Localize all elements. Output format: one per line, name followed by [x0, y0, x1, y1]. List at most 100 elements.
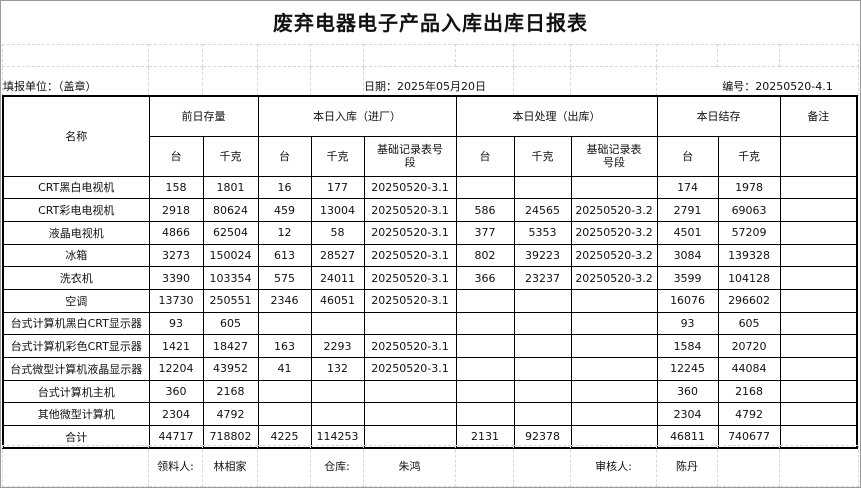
prev-kg[interactable]: 18427: [202, 334, 259, 358]
in-record[interactable]: 20250520-3.1: [363, 357, 457, 381]
in-units[interactable]: 163: [257, 334, 312, 358]
product-name[interactable]: 洗衣机: [2, 266, 150, 290]
remark[interactable]: [779, 334, 858, 358]
out-units[interactable]: 586: [455, 198, 515, 222]
product-name[interactable]: 冰箱: [2, 243, 150, 268]
out-units[interactable]: [455, 379, 515, 404]
cell[interactable]: [2, 43, 149, 67]
in-kg[interactable]: 114253: [310, 425, 365, 449]
out-record[interactable]: 20250520-3.2: [570, 266, 658, 290]
end-units[interactable]: 174: [656, 175, 719, 200]
cell[interactable]: [513, 65, 571, 96]
end-kg[interactable]: 69063: [717, 198, 781, 222]
prev-kg[interactable]: 4792: [202, 402, 259, 427]
in-units[interactable]: [257, 311, 312, 336]
product-name[interactable]: CRT彩电电视机: [2, 198, 150, 222]
warehouse-name[interactable]: 朱鸿: [363, 445, 456, 487]
product-name[interactable]: CRT黑白电视机: [2, 175, 150, 200]
cell[interactable]: [310, 65, 364, 96]
end-kg[interactable]: 44084: [717, 357, 781, 381]
in-record[interactable]: 20250520-3.1: [363, 334, 457, 358]
report-date[interactable]: 日期：2025年05月20日: [363, 65, 514, 96]
remark[interactable]: [779, 311, 858, 336]
prev-units[interactable]: 360: [148, 379, 204, 404]
out-units[interactable]: [455, 288, 515, 313]
cell[interactable]: [363, 43, 456, 67]
product-name[interactable]: 台式微型计算机液晶显示器: [2, 357, 150, 381]
cell[interactable]: [455, 43, 514, 67]
out-record[interactable]: [570, 334, 658, 358]
prev-units[interactable]: 13730: [148, 288, 204, 313]
prev-kg[interactable]: 43952: [202, 357, 259, 381]
out-record[interactable]: 20250520-3.2: [570, 198, 658, 222]
out-record[interactable]: [570, 311, 658, 336]
in-record[interactable]: 20250520-3.1: [363, 288, 457, 313]
prev-units[interactable]: 3390: [148, 266, 204, 290]
cell[interactable]: [310, 43, 364, 67]
prev-units[interactable]: 12204: [148, 357, 204, 381]
prev-units[interactable]: 3273: [148, 243, 204, 268]
cell[interactable]: [656, 43, 718, 67]
remark[interactable]: [779, 357, 858, 381]
out-record[interactable]: [570, 288, 658, 313]
in-kg[interactable]: 28527: [310, 243, 365, 268]
out-kg[interactable]: 5353: [513, 220, 572, 245]
remark[interactable]: [779, 175, 858, 200]
out-record[interactable]: [570, 402, 658, 427]
out-units[interactable]: 366: [455, 266, 515, 290]
out-kg[interactable]: [513, 175, 572, 200]
in-kg[interactable]: 132: [310, 357, 365, 381]
out-units[interactable]: [455, 175, 515, 200]
report-number[interactable]: 编号：20250520-4.1: [656, 65, 859, 96]
auditor-name[interactable]: 陈丹: [656, 445, 718, 487]
prev-units[interactable]: 44717: [148, 425, 204, 449]
in-units[interactable]: 575: [257, 266, 312, 290]
prev-units[interactable]: 4866: [148, 220, 204, 245]
prev-kg[interactable]: 150024: [202, 243, 259, 268]
out-kg[interactable]: [513, 311, 572, 336]
in-units[interactable]: 2346: [257, 288, 312, 313]
cell[interactable]: [2, 445, 149, 487]
out-kg[interactable]: 24565: [513, 198, 572, 222]
prev-units[interactable]: 158: [148, 175, 204, 200]
end-units[interactable]: 3599: [656, 266, 719, 290]
prev-units[interactable]: 93: [148, 311, 204, 336]
product-name[interactable]: 台式计算机主机: [2, 379, 150, 404]
remark[interactable]: [779, 379, 858, 404]
in-units[interactable]: 16: [257, 175, 312, 200]
in-record[interactable]: [363, 379, 457, 404]
prev-kg[interactable]: 605: [202, 311, 259, 336]
prev-units[interactable]: 2918: [148, 198, 204, 222]
in-kg[interactable]: 24011: [310, 266, 365, 290]
product-name[interactable]: 液晶电视机: [2, 220, 150, 245]
out-kg[interactable]: 23237: [513, 266, 572, 290]
in-record[interactable]: 20250520-3.1: [363, 220, 457, 245]
end-units[interactable]: 1584: [656, 334, 719, 358]
remark[interactable]: [779, 243, 858, 268]
cell[interactable]: [513, 43, 571, 67]
out-record[interactable]: [570, 357, 658, 381]
in-kg[interactable]: 177: [310, 175, 365, 200]
out-kg[interactable]: 39223: [513, 243, 572, 268]
end-units[interactable]: 16076: [656, 288, 719, 313]
cell[interactable]: [779, 135, 858, 177]
prev-kg[interactable]: 62504: [202, 220, 259, 245]
in-kg[interactable]: 46051: [310, 288, 365, 313]
cell[interactable]: [257, 65, 311, 96]
product-name[interactable]: 其他微型计算机: [2, 402, 150, 427]
remark[interactable]: [779, 288, 858, 313]
out-kg[interactable]: [513, 334, 572, 358]
end-kg[interactable]: 104128: [717, 266, 781, 290]
end-kg[interactable]: 57209: [717, 220, 781, 245]
out-record[interactable]: 20250520-3.2: [570, 243, 658, 268]
end-kg[interactable]: 740677: [717, 425, 781, 449]
end-units[interactable]: 360: [656, 379, 719, 404]
out-units[interactable]: 802: [455, 243, 515, 268]
in-kg[interactable]: [310, 311, 365, 336]
cell[interactable]: [148, 43, 203, 67]
cell[interactable]: [148, 65, 203, 96]
prev-kg[interactable]: 103354: [202, 266, 259, 290]
cell[interactable]: [717, 445, 780, 487]
end-units[interactable]: 3084: [656, 243, 719, 268]
in-record[interactable]: 20250520-3.1: [363, 175, 457, 200]
